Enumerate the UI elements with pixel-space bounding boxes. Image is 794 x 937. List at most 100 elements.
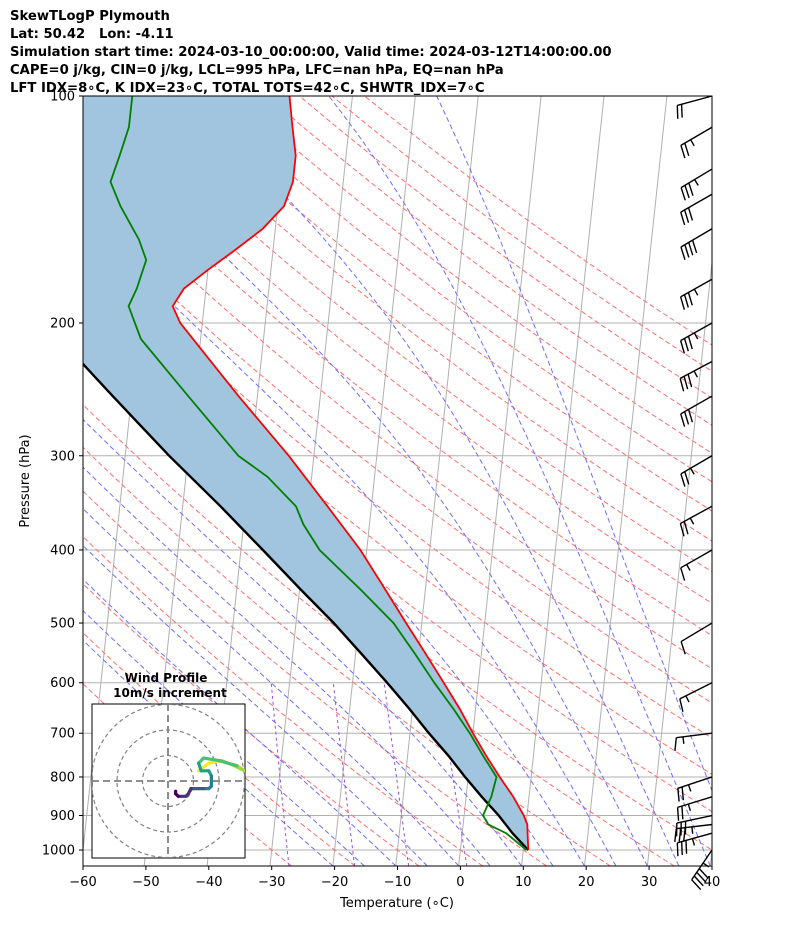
- dry-adiabat-line: [83, 446, 611, 866]
- wind-barb-flag: [681, 806, 684, 820]
- y-tick-label: 300: [50, 449, 75, 464]
- location-text: Lat: 50.42 Lon: -4.11: [10, 27, 174, 42]
- x-axis-ticks: −60 −50 −40 −30 −20 −10 0 10 20 30 40: [69, 866, 720, 890]
- wind-barb: [676, 796, 713, 821]
- wind-barb-flag: [687, 336, 693, 350]
- wind-barb-half-flag: [693, 288, 699, 296]
- wind-barb-staff: [676, 814, 713, 824]
- wind-barb-staff: [680, 322, 713, 342]
- wind-barb-staff: [679, 360, 713, 380]
- wind-barb-staff: [676, 732, 713, 739]
- wind-barb-flag: [676, 842, 679, 857]
- inset-subtitle: 10m/s increment: [113, 686, 227, 700]
- wind-barb: [676, 95, 713, 119]
- wind-barb: [679, 682, 713, 712]
- wind-barb: [679, 505, 713, 537]
- wind-barb: [680, 395, 713, 427]
- wind-barb-flag: [681, 786, 685, 801]
- wind-barb-half-flag: [693, 370, 698, 378]
- wind-barb-flag: [676, 105, 679, 119]
- moist-adiabat-line: [328, 96, 711, 866]
- wind-barb-staff: [680, 278, 713, 298]
- wind-barb-staff: [680, 622, 713, 643]
- mixing-ratio-line: [332, 682, 356, 866]
- isotherm-line: [646, 257, 712, 866]
- isotherm-line: [269, 96, 353, 866]
- chart-header: SkewTLogP Plymouth Lat: 50.42 Lon: -4.11…: [10, 8, 612, 98]
- wind-barb-staff: [677, 95, 713, 107]
- wind-barb-flag: [680, 246, 686, 260]
- y-tick-label: 1000: [42, 844, 75, 859]
- y-tick-label: 600: [50, 676, 75, 691]
- wind-barbs: [674, 95, 713, 891]
- x-tick-label: −50: [132, 875, 159, 890]
- dewpoint-profile-line: [109, 96, 527, 851]
- wind-barb-half-flag: [682, 736, 685, 744]
- x-tick-label: −20: [321, 875, 348, 890]
- hodograph-segment: [202, 756, 221, 763]
- moist-adiabat-line: [83, 418, 522, 866]
- wind-barb-flag: [674, 737, 677, 752]
- moist-adiabat-line: [83, 115, 648, 866]
- wind-barb-staff: [680, 168, 713, 189]
- wind-barb-flag: [679, 340, 686, 354]
- wind-barb: [677, 776, 713, 802]
- wind-barb-flag: [691, 239, 698, 254]
- wind-barb-flag: [683, 411, 690, 425]
- moist-adiabat-line: [83, 215, 617, 866]
- moist-adiabat-line: [83, 507, 460, 866]
- temperature-profile-line: [171, 96, 530, 851]
- dry-adiabat-line: [201, 96, 712, 483]
- wind-barb-flag: [680, 187, 686, 201]
- y-tick-label: 200: [50, 316, 75, 331]
- wind-barb-half-flag: [690, 139, 695, 147]
- wind-barb-half-flag: [691, 838, 696, 846]
- cin-area: [83, 96, 529, 850]
- isotherm-line: [583, 96, 668, 866]
- wind-barb: [680, 168, 713, 201]
- moist-adiabat-line: [83, 544, 428, 866]
- wind-barb-flag: [684, 471, 690, 485]
- mixing-ratio-line: [270, 682, 290, 866]
- wind-barb: [680, 455, 713, 487]
- y-tick-label: 400: [50, 543, 75, 558]
- dry-adiabat-line: [83, 632, 356, 866]
- y-tick-label: 800: [50, 770, 75, 785]
- isotherm-line: [709, 845, 712, 866]
- wind-barb-flag: [684, 185, 690, 199]
- wind-barb-half-flag: [689, 517, 695, 525]
- moist-adiabat-line: [83, 466, 491, 866]
- wind-barb-flag: [680, 413, 686, 427]
- wind-barb: [679, 360, 713, 392]
- x-axis-label: Temperature (∘C): [339, 896, 454, 911]
- wind-barb-flag: [683, 294, 689, 308]
- wind-barb-flag: [687, 292, 693, 306]
- dry-adiabat-line: [83, 246, 712, 739]
- isotherm-line: [332, 96, 416, 866]
- wind-barb-flag: [683, 209, 690, 223]
- wind-barb-staff: [677, 776, 713, 789]
- dry-adiabat-line: [83, 323, 712, 813]
- parcel-profile-line: [83, 362, 530, 851]
- wind-barb-flag: [676, 807, 680, 821]
- wind-barb-flag: [693, 875, 704, 887]
- wind-barb-flag: [683, 521, 689, 535]
- wind-barb-flag: [698, 868, 709, 879]
- cape-cin-fill: [83, 96, 529, 850]
- wind-barb-flag: [677, 788, 680, 802]
- y-tick-label: 100: [50, 90, 75, 105]
- wind-barb: [674, 732, 713, 752]
- dry-adiabat-line: [233, 96, 712, 454]
- wind-barb-flag: [680, 641, 686, 655]
- x-tick-label: 10: [515, 875, 532, 890]
- wind-barb-staff: [680, 505, 713, 525]
- hodograph-segment: [217, 758, 239, 768]
- wind-barb-flag: [684, 142, 690, 157]
- x-tick-label: 30: [641, 875, 658, 890]
- y-tick-label: 700: [50, 727, 75, 742]
- simulation-time-text: Simulation start time: 2024-03-10_00:00:…: [10, 45, 612, 60]
- wind-barb-flag: [687, 374, 693, 388]
- index-values-text: LFT IDX=8∘C, K IDX=23∘C, TOTAL TOTS=42∘C…: [10, 81, 485, 96]
- wind-barb-half-flag: [690, 467, 695, 475]
- wind-barb-flag: [680, 567, 686, 581]
